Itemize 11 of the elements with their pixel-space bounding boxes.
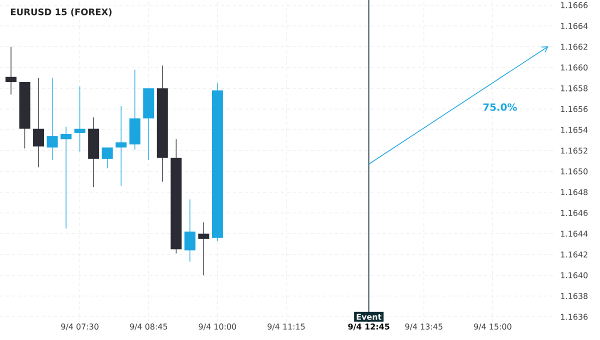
candlestick bbox=[116, 106, 127, 186]
candlestick bbox=[198, 222, 210, 276]
candlestick bbox=[74, 86, 86, 152]
candlestick bbox=[6, 46, 17, 95]
candlestick bbox=[33, 78, 44, 168]
candlestick bbox=[60, 126, 72, 229]
text: EURUSD 15 (FOREX) bbox=[11, 8, 112, 16]
candlestick bbox=[184, 199, 196, 262]
annotation: 75.0% bbox=[483, 103, 517, 111]
candlestick bbox=[102, 147, 113, 169]
candlestick bbox=[46, 78, 58, 160]
